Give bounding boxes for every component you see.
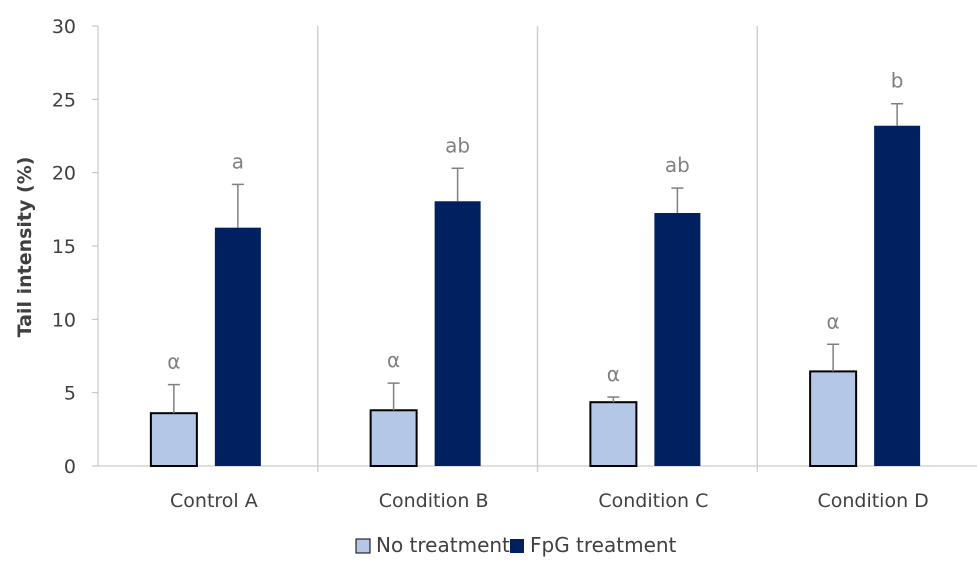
bar — [654, 213, 701, 466]
y-tick-label: 15 — [52, 236, 76, 258]
bar — [369, 409, 418, 467]
significance-label: ab — [445, 133, 470, 157]
y-tick-label: 10 — [52, 309, 76, 331]
significance-label: α — [827, 309, 840, 333]
significance-label: a — [232, 149, 244, 173]
significance-label: α — [607, 362, 620, 386]
significance-label: b — [891, 69, 904, 93]
significance-label: α — [387, 348, 400, 372]
bar — [874, 125, 921, 466]
x-tick-label: Condition C — [598, 490, 708, 512]
legend-label: FpG treatment — [530, 533, 677, 557]
y-tick-label: 0 — [64, 456, 76, 478]
bars-layer — [149, 102, 921, 468]
y-axis-title: Tail intensity (%) — [14, 157, 36, 338]
y-tick-label: 5 — [64, 383, 76, 405]
bar — [809, 370, 858, 467]
y-tick-label: 25 — [52, 89, 76, 111]
legend-swatch — [510, 539, 524, 553]
legend-swatch — [355, 538, 371, 554]
y-tick-label: 20 — [52, 163, 76, 185]
x-tick-label: Condition D — [817, 490, 928, 512]
legend: No treatment FpG treatment — [355, 533, 677, 557]
labels-layer: α a Control A α ab Condition B α ab Condition C α… — [167, 69, 929, 512]
axis-layer: 0 5 10 15 20 25 30 — [52, 16, 977, 478]
y-tick-label: 30 — [52, 16, 76, 38]
bar — [214, 227, 261, 466]
x-tick-label: Condition B — [379, 490, 489, 512]
bar — [589, 401, 638, 468]
significance-label: α — [167, 350, 180, 374]
bar — [434, 201, 481, 466]
bar — [149, 412, 198, 468]
x-tick-label: Control A — [170, 490, 258, 512]
significance-label: ab — [665, 153, 690, 177]
legend-label: No treatment — [376, 533, 510, 557]
